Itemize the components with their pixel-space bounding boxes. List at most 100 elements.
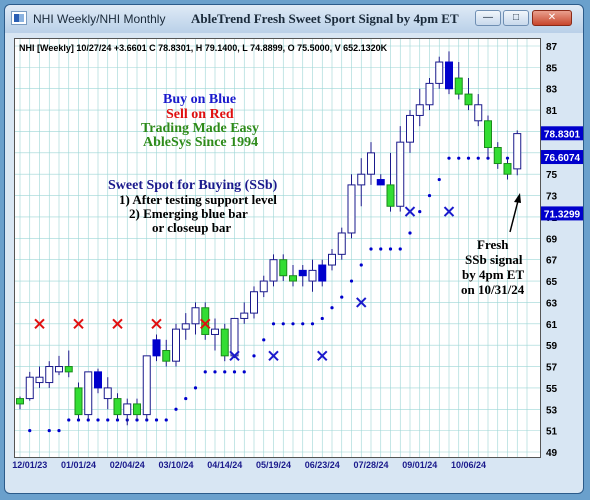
support-dot: [154, 418, 159, 422]
bar-body: [123, 403, 132, 416]
bar-body: [308, 269, 317, 282]
y-tick-label: 75: [546, 170, 558, 181]
price-bar: [484, 115, 492, 159]
support-dot: [320, 316, 324, 321]
bar-body: [25, 376, 34, 400]
support-dot: [310, 322, 315, 326]
support-dot: [47, 429, 51, 433]
x-tick-label: 10/06/24: [451, 460, 486, 470]
buy-signal-x: [443, 206, 455, 217]
support-dot: [232, 370, 237, 374]
close-icon: ✕: [547, 12, 557, 23]
annotation-line-2: SSb signal: [465, 252, 523, 267]
buy-signal-x-stroke: [443, 206, 455, 217]
bar-body: [74, 387, 83, 416]
support-dot: [106, 418, 110, 422]
y-tick-label: 73: [546, 192, 558, 203]
buy-signal-x: [317, 350, 328, 362]
bar-body: [191, 307, 200, 325]
support-dot: [466, 156, 471, 160]
y-tick-label: 61: [546, 320, 558, 331]
minimize-button[interactable]: —: [475, 10, 501, 26]
bar-body: [406, 114, 414, 143]
bar-body: [454, 77, 463, 95]
since-text: AbleSys Since 1994: [143, 135, 259, 150]
bar-body: [347, 184, 356, 234]
bar-body: [152, 339, 161, 357]
sweet-spot-rule-1: 1) After testing support level: [119, 192, 277, 207]
price-bar: [172, 323, 180, 367]
price-bar: [328, 249, 336, 271]
maximize-button[interactable]: □: [503, 10, 529, 26]
bar-body: [259, 280, 268, 293]
bar-body: [474, 104, 483, 122]
y-tick-label: 49: [546, 448, 558, 459]
bar-body: [376, 179, 385, 186]
price-tag-label: 76.6074: [544, 153, 581, 164]
price-bar: [94, 368, 102, 394]
bar-body: [250, 291, 258, 314]
price-bar: [464, 78, 473, 111]
annotation-line-4: on 10/31/24: [461, 282, 525, 297]
bar-body: [162, 350, 171, 362]
support-dot: [447, 156, 451, 160]
price-bar: [16, 396, 24, 410]
bar-body: [289, 275, 297, 282]
support-dot: [427, 193, 432, 198]
y-axis: 4951535557596163656769717375777981838587: [546, 42, 558, 459]
price-bar: [240, 302, 249, 324]
window-symbol-title: NHI Weekly/NHI Monthly: [33, 12, 166, 26]
bar-body: [16, 398, 24, 405]
support-dot: [57, 429, 61, 433]
price-bar: [142, 355, 151, 420]
price-bar: [279, 254, 288, 282]
price-bar: [123, 398, 132, 426]
support-dot: [203, 370, 207, 374]
price-tag-label: 71.3299: [544, 209, 581, 220]
price-bar: [445, 51, 453, 95]
support-dot: [281, 322, 285, 326]
buy-signal-x-stroke: [356, 297, 367, 308]
bar-body: [337, 232, 346, 255]
support-dot: [398, 247, 402, 251]
close-button[interactable]: ✕: [532, 10, 572, 26]
price-bar: [211, 318, 219, 351]
price-bar: [191, 302, 200, 335]
x-tick-label: 06/23/24: [305, 460, 340, 470]
support-dot: [301, 322, 305, 326]
support-dot: [164, 418, 168, 422]
bar-body: [279, 259, 288, 277]
support-dot: [262, 338, 266, 342]
bar-body: [445, 61, 453, 90]
price-bar: [425, 78, 434, 111]
price-bar: [357, 158, 366, 207]
price-bar: [152, 334, 161, 362]
sell-signal-x: [112, 318, 123, 329]
support-dot: [193, 386, 198, 390]
bar-body: [298, 269, 307, 277]
title-bar[interactable]: NHI Weekly/NHI Monthly AbleTrend Fresh S…: [5, 5, 583, 33]
bar-body: [367, 152, 375, 175]
price-tag-box: [541, 150, 583, 165]
x-tick-label: 01/01/24: [61, 460, 96, 470]
support-dot: [340, 295, 344, 299]
price-bar: [308, 259, 317, 292]
x-tick-label: 07/28/24: [353, 460, 388, 470]
price-tags: 78.8301 76.6074 71.3299: [541, 126, 583, 221]
bar-body: [503, 163, 512, 175]
support-dot: [223, 370, 227, 374]
support-dot: [349, 279, 354, 283]
x-tick-label: 04/14/24: [207, 460, 242, 470]
price-bar: [74, 382, 83, 420]
bar-body: [493, 147, 502, 165]
bar-body: [240, 312, 249, 319]
sweet-spot-rule-2: 2) Emerging blue bar: [129, 206, 248, 221]
bar-body: [84, 371, 93, 416]
bar-body: [103, 387, 112, 400]
buy-signal-x: [229, 350, 240, 362]
annotation-arrow-line: [509, 196, 520, 233]
bar-body: [64, 366, 73, 373]
support-dot: [252, 354, 256, 358]
y-tick-label: 85: [546, 63, 558, 74]
bar-body: [230, 317, 239, 357]
